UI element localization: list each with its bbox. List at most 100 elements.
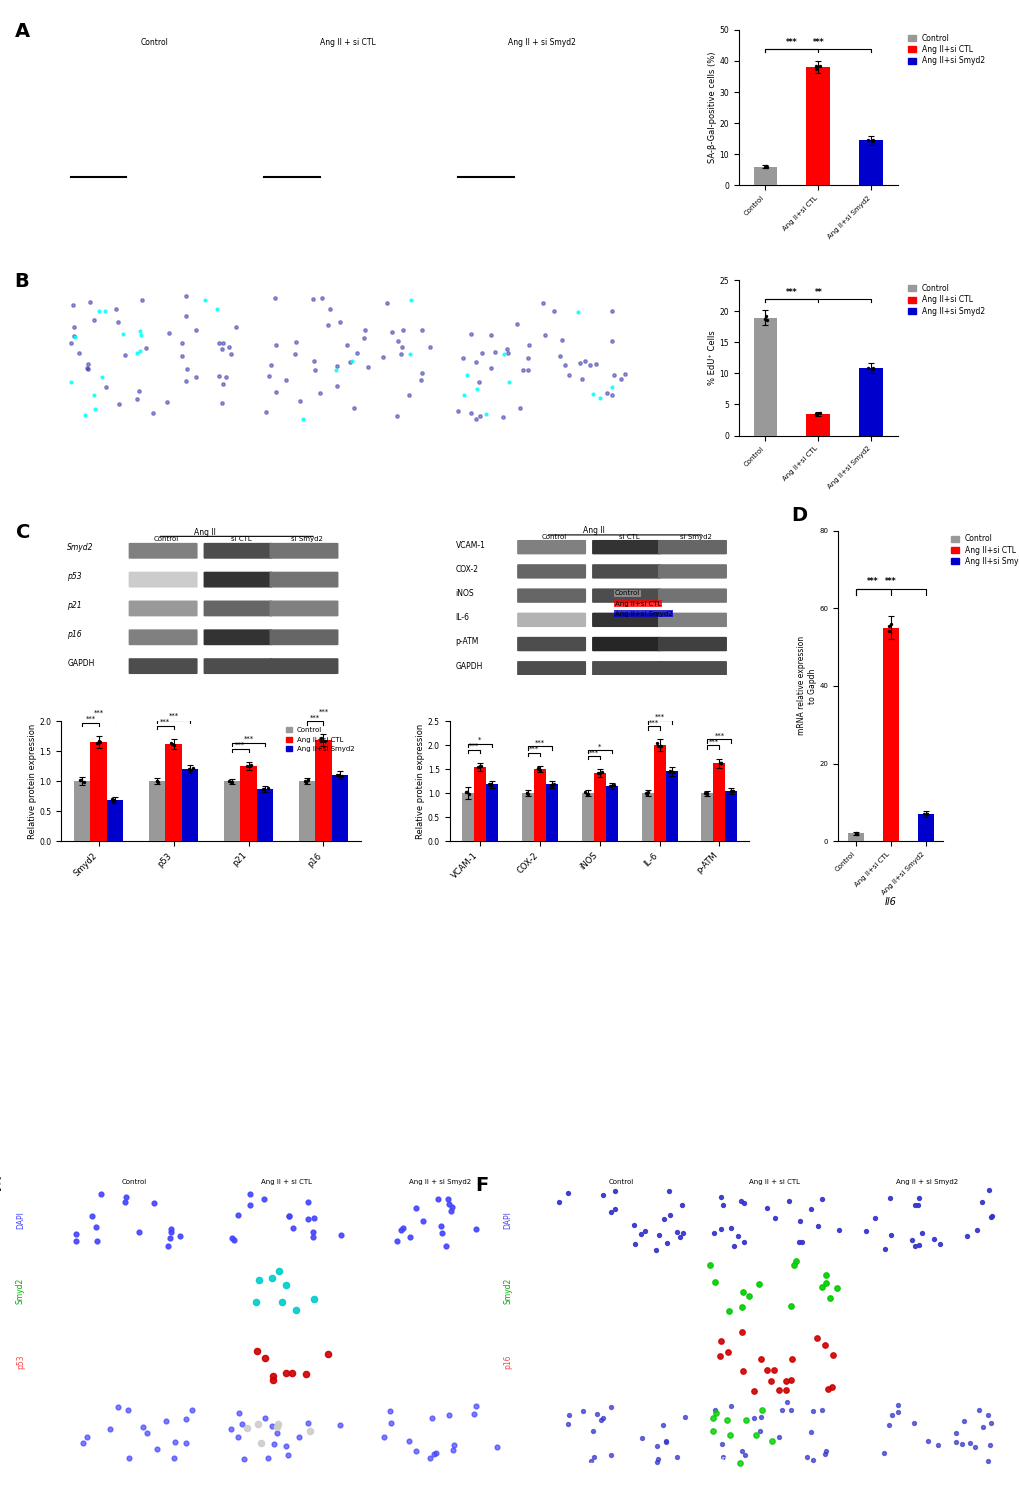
Point — [440, 1192, 457, 1216]
Point — [300, 1411, 316, 1435]
Bar — [581, 793, 593, 841]
FancyBboxPatch shape — [204, 543, 272, 558]
Point — [107, 296, 123, 320]
Point — [300, 769, 316, 793]
Point — [890, 1393, 906, 1417]
Text: Ang II + si CTL: Ang II + si CTL — [261, 1179, 312, 1185]
Point — [591, 386, 607, 410]
Text: Ang II+si CTL: Ang II+si CTL — [614, 600, 660, 606]
Point — [468, 1394, 484, 1418]
Point — [173, 344, 190, 368]
FancyBboxPatch shape — [657, 564, 727, 579]
Text: iNOS: iNOS — [455, 589, 474, 598]
Point — [752, 1346, 768, 1370]
Point — [257, 1406, 273, 1430]
Point — [924, 1227, 941, 1251]
Bar — [806, 67, 829, 186]
Point — [306, 1206, 322, 1230]
Point — [758, 308, 774, 332]
Text: Ang II: Ang II — [582, 527, 604, 536]
Point — [461, 782, 477, 806]
FancyBboxPatch shape — [269, 658, 338, 675]
Point — [955, 1409, 971, 1433]
Point — [280, 1204, 297, 1228]
Point — [481, 772, 497, 796]
FancyBboxPatch shape — [657, 637, 727, 651]
Point — [542, 773, 558, 797]
Bar — [664, 772, 677, 841]
Point — [571, 352, 587, 375]
Point — [802, 1420, 818, 1444]
Point — [250, 1412, 266, 1436]
FancyBboxPatch shape — [269, 600, 338, 616]
Point — [639, 781, 655, 805]
Point — [706, 1399, 722, 1423]
Point — [300, 1191, 316, 1215]
Point — [881, 1222, 898, 1246]
Point — [374, 344, 390, 368]
Text: Ang II + si CTL: Ang II + si CTL — [748, 1179, 799, 1185]
Point — [65, 293, 82, 317]
Point — [807, 57, 823, 81]
Point — [443, 1195, 460, 1219]
Point — [874, 1441, 891, 1465]
FancyBboxPatch shape — [517, 637, 586, 651]
FancyBboxPatch shape — [204, 630, 272, 645]
Point — [807, 402, 823, 426]
Point — [304, 287, 320, 311]
Point — [459, 364, 475, 387]
Text: DAPI: DAPI — [16, 1212, 24, 1230]
Bar — [533, 769, 545, 841]
Point — [710, 1343, 727, 1367]
Text: E: E — [0, 1176, 2, 1195]
Text: p-ATM: p-ATM — [455, 637, 479, 646]
Text: 100 μm: 100 μm — [555, 1457, 574, 1462]
Point — [578, 782, 594, 806]
Point — [171, 1224, 187, 1248]
Point — [328, 358, 344, 381]
Point — [394, 1216, 411, 1240]
Point — [94, 365, 110, 389]
Point — [132, 323, 149, 347]
Point — [238, 1417, 255, 1441]
Point — [214, 331, 230, 355]
Point — [982, 1204, 999, 1228]
Point — [638, 781, 654, 805]
Point — [82, 290, 98, 314]
Point — [187, 365, 204, 389]
Point — [758, 156, 774, 180]
Point — [223, 1225, 239, 1249]
Point — [440, 1403, 457, 1427]
Bar — [240, 766, 257, 841]
Bar — [107, 800, 123, 841]
Point — [182, 758, 199, 782]
Point — [251, 1269, 267, 1293]
Legend: Control, Ang II+si CTL, Ang II+si Smyd2: Control, Ang II+si CTL, Ang II+si Smyd2 — [283, 724, 357, 755]
Bar — [653, 745, 664, 841]
Point — [468, 350, 484, 374]
Point — [520, 358, 536, 381]
Point — [594, 1183, 610, 1207]
Point — [719, 1340, 736, 1364]
FancyBboxPatch shape — [657, 613, 727, 627]
Point — [783, 1294, 799, 1318]
Point — [807, 401, 823, 425]
Point — [209, 296, 225, 320]
Point — [910, 1186, 926, 1210]
Bar — [521, 793, 533, 841]
FancyBboxPatch shape — [591, 613, 660, 627]
Point — [776, 1378, 793, 1402]
Point — [149, 769, 165, 793]
Point — [253, 1430, 269, 1454]
Text: ***: *** — [534, 741, 544, 747]
Point — [601, 773, 618, 797]
Point — [757, 154, 773, 178]
Point — [265, 1432, 281, 1456]
Point — [263, 1266, 279, 1290]
FancyBboxPatch shape — [517, 613, 586, 627]
Text: 100 μm: 100 μm — [860, 1315, 879, 1319]
FancyBboxPatch shape — [269, 630, 338, 645]
Bar — [847, 833, 863, 841]
Point — [280, 1442, 297, 1466]
Point — [498, 337, 515, 361]
